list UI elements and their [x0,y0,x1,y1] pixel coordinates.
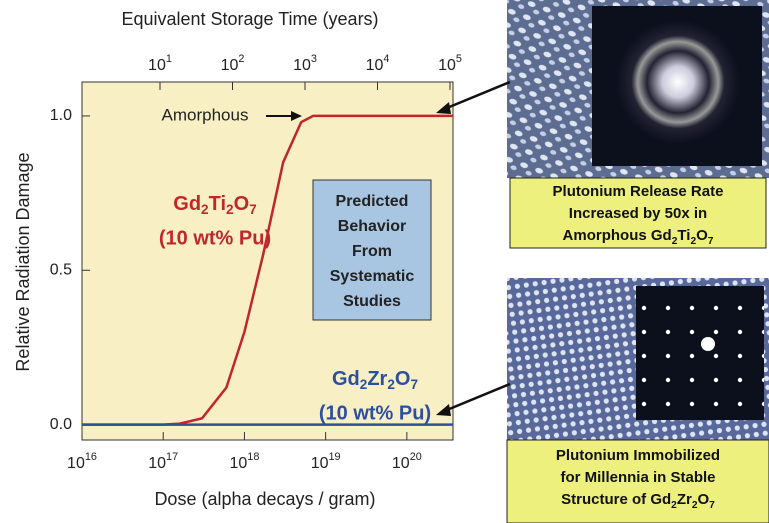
note-text: Behavior [338,218,406,235]
series-label-part: 7 [410,377,418,392]
diffraction-rings [616,20,740,144]
caption-line: Plutonium Release Rate [553,183,724,200]
x2-tick-label-part: 3 [311,53,317,65]
arrow-head [436,102,451,114]
x2-tick-label: 101 [148,53,172,74]
y-axis-title: Relative Radiation Damage [13,152,33,371]
x-tick-label-part: 18 [247,451,259,463]
caption-line-part: O [696,227,708,244]
caption-line-part: Plutonium Immobilized [556,447,720,464]
pointer-arrow [441,382,511,414]
series-label-part: 2 [360,377,368,392]
caption-line: Plutonium Immobilized [556,447,720,464]
x-tick-label: 1018 [229,451,259,472]
series-label: Gd2Ti2O7 [173,193,256,216]
pointer-arrow [441,80,511,112]
x-tick-label-part: 10 [392,455,410,472]
caption-line-part: 2 [671,500,677,511]
series-label-part: 7 [249,202,257,217]
x2-axis-title: Equivalent Storage Time (years) [121,9,378,29]
x-tick-label: 1019 [311,451,341,472]
caption-line-part: 2 [672,236,678,247]
series-label-part: O [234,193,250,215]
x2-tick-label-part: 10 [221,57,239,74]
caption-line-part: 7 [709,500,715,511]
caption-line: for Millennia in Stable [560,469,715,486]
x2-tick-label-part: 2 [238,53,244,65]
x2-tick-label-part: 1 [166,53,172,65]
x-tick-label: 1016 [67,451,97,472]
x2-tick-label-part: 10 [438,57,456,74]
series-label-part: O [395,368,411,390]
caption-line: Increased by 50x in [569,205,707,222]
caption-line: Structure of Gd2Zr2O7 [561,491,715,511]
x2-tick-label-part: 4 [383,53,389,65]
x-tick-label-part: 10 [148,455,166,472]
series-label-part: Ti [209,193,226,215]
x-tick-label-part: 20 [410,451,422,463]
series-label: Gd2Zr2O7 [332,368,418,391]
caption-line-part: 2 [690,236,696,247]
caption-line-part: 7 [708,236,714,247]
x2-tick-label: 105 [438,53,462,74]
series-note: (10 wt% Pu) [159,227,271,249]
x2-tick-label-part: 10 [148,57,166,74]
caption-line-part: Structure of Gd [561,491,671,508]
x-axis-title: Dose (alpha decays / gram) [154,489,375,509]
caption-box [506,439,769,523]
caption-line-part: 2 [692,500,698,511]
series-label-part: 2 [201,202,209,217]
diffraction-inset [636,286,764,420]
caption-line: Amorphous Gd2Ti2O7 [563,227,714,247]
caption-line-part: Increased by 50x in [569,205,707,222]
note-text: From [352,243,392,260]
x-tick-label: 1017 [148,451,178,472]
series-note: (10 wt% Pu) [319,402,431,424]
x2-tick-label-part: 10 [366,57,384,74]
series-label-part: 2 [387,377,395,392]
caption-line-part: Ti [677,227,690,244]
y-tick-label: 0.0 [50,416,72,433]
caption-line-part: for Millennia in Stable [560,469,715,486]
caption-box [509,177,767,249]
x-tick-label-part: 10 [229,455,247,472]
amorphous-label: Amorphous [162,105,249,124]
x-tick-label-part: 16 [85,451,97,463]
caption-line-part: Zr [677,491,692,508]
x-tick-label-part: 19 [328,451,340,463]
x2-tick-label: 102 [221,53,245,74]
diffraction-center [701,337,715,351]
caption-line-part: Amorphous Gd [563,227,672,244]
note-text: Predicted [336,193,409,210]
x2-tick-label-part: 5 [456,53,462,65]
series-label-part: Gd [332,368,360,390]
note-box [312,179,432,321]
arrow-head [436,404,451,416]
series-label-part: 2 [226,202,234,217]
x-tick-label-part: 17 [166,451,178,463]
note-text: Studies [343,293,401,310]
note-text: Systematic [330,268,415,285]
x-tick-label-part: 10 [67,455,85,472]
series-label-part: Zr [367,368,387,390]
x-tick-label-part: 10 [311,455,329,472]
x2-tick-label: 104 [366,53,390,74]
y-tick-label: 0.5 [50,261,72,278]
caption-line-part: Plutonium Release Rate [553,183,724,200]
series-label-part: Gd [173,193,201,215]
x2-tick-label: 103 [293,53,317,74]
x-tick-label: 1020 [392,451,422,472]
arrow-head [291,111,302,121]
y-tick-label: 1.0 [50,107,72,124]
caption-line-part: O [698,491,710,508]
x2-tick-label-part: 10 [293,57,311,74]
